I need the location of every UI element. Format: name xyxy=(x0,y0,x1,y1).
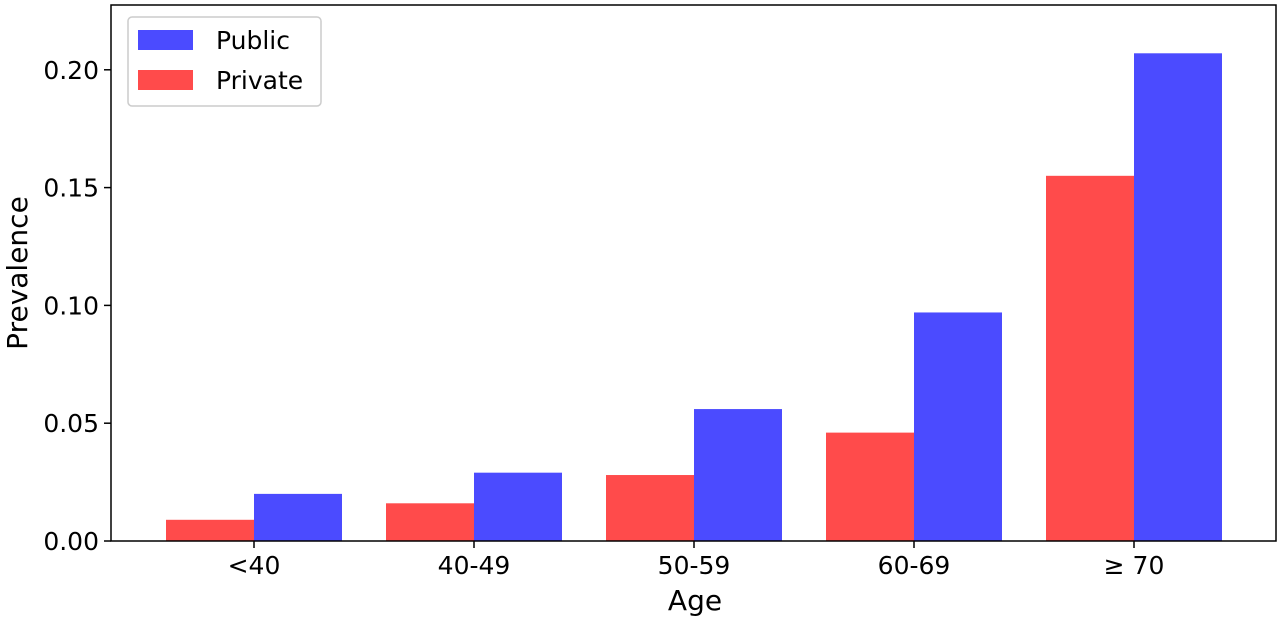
x-tick-label: <40 xyxy=(228,551,281,580)
legend: Public Private xyxy=(127,16,322,107)
y-tick-label: 0.00 xyxy=(43,527,99,556)
y-axis: 0.00 0.05 0.10 0.15 0.20 xyxy=(43,56,111,556)
y-tick-label: 0.20 xyxy=(43,56,99,85)
bar-public-2 xyxy=(694,409,782,541)
y-tick-label: 0.05 xyxy=(43,409,99,438)
legend-swatch-private xyxy=(138,70,193,90)
legend-swatch-public xyxy=(138,30,193,50)
bar-public-4 xyxy=(1134,53,1222,542)
bars-group xyxy=(166,53,1222,542)
bar-public-1 xyxy=(474,472,562,541)
legend-label-private: Private xyxy=(216,66,303,95)
bar-public-0 xyxy=(254,493,342,541)
bar-private-3 xyxy=(826,432,914,541)
x-axis: <40 40-49 50-59 60-69 ≥ 70 xyxy=(228,541,1165,580)
bar-private-1 xyxy=(386,503,474,541)
x-tick-label: ≥ 70 xyxy=(1104,551,1165,580)
bar-private-4 xyxy=(1046,175,1134,542)
y-tick-label: 0.15 xyxy=(43,174,99,203)
x-tick-label: 60-69 xyxy=(878,551,951,580)
x-axis-title: Age xyxy=(668,584,722,617)
y-axis-title: Prevalence xyxy=(1,196,34,350)
x-tick-label: 50-59 xyxy=(658,551,731,580)
x-tick-label: 40-49 xyxy=(438,551,511,580)
y-tick-label: 0.10 xyxy=(43,291,99,320)
legend-label-public: Public xyxy=(216,26,290,55)
bar-public-3 xyxy=(914,312,1002,541)
bar-private-2 xyxy=(606,475,694,541)
bar-private-0 xyxy=(166,519,254,541)
